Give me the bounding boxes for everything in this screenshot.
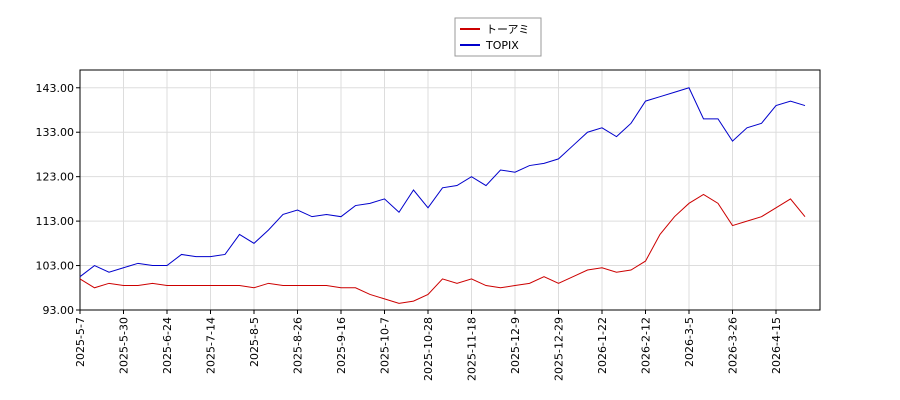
x-tick-label: 2025-12-9 xyxy=(509,317,522,374)
legend-label: トーアミ xyxy=(486,23,529,36)
x-tick-label: 2026-2-12 xyxy=(640,317,653,374)
legend-label: TOPIX xyxy=(485,39,519,52)
y-tick-label: 103.00 xyxy=(36,260,75,273)
y-tick-label: 123.00 xyxy=(36,171,75,184)
series-line xyxy=(79,87,806,278)
x-tick-label: 2025-10-28 xyxy=(422,317,435,381)
x-tick-label: 2025-11-18 xyxy=(466,317,479,381)
x-tick-label: 2025-8-26 xyxy=(292,317,305,374)
y-tick-label: 113.00 xyxy=(36,215,75,228)
x-tick-label: 2025-10-7 xyxy=(379,317,392,374)
y-tick-label: 93.00 xyxy=(43,304,75,317)
x-tick-label: 2025-12-29 xyxy=(553,317,566,381)
x-tick-label: 2026-3-5 xyxy=(683,317,696,367)
x-tick-label: 2026-1-22 xyxy=(596,317,609,374)
y-tick-label: 133.00 xyxy=(36,126,75,139)
plot-area xyxy=(80,70,820,310)
series-line xyxy=(79,193,806,304)
x-tick-label: 2025-6-24 xyxy=(161,317,174,374)
y-tick-label: 143.00 xyxy=(36,82,75,95)
x-tick-label: 2025-5-30 xyxy=(118,317,131,374)
x-tick-label: 2026-4-15 xyxy=(770,317,783,374)
x-tick-label: 2026-3-26 xyxy=(727,317,740,374)
legend-box xyxy=(454,17,542,57)
x-tick-label: 2025-8-5 xyxy=(248,317,261,367)
x-tick-label: 2025-7-14 xyxy=(205,317,218,374)
x-tick-label: 2025-9-16 xyxy=(335,317,348,374)
x-tick-label: 2025-5-7 xyxy=(74,317,87,367)
plot-frame xyxy=(79,69,821,311)
